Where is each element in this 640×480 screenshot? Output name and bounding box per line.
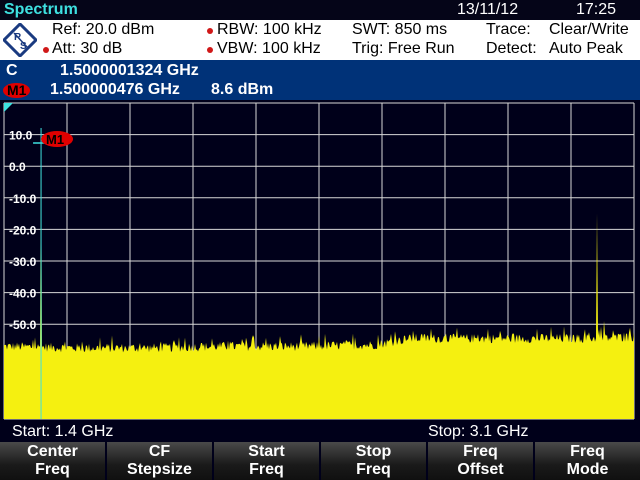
start-frequency[interactable]: Start: 1.4 GHz xyxy=(12,423,114,440)
softkey-freq-mode[interactable]: Freq Mode xyxy=(535,442,640,480)
softkey-line: Freq xyxy=(463,443,498,460)
marker-panel: C 1.5000001324 GHz M1 1.500000476 GHz 8.… xyxy=(0,60,640,100)
att-indicator-icon xyxy=(43,47,49,53)
softkey-line: Freq xyxy=(249,461,284,478)
softkey-line: Offset xyxy=(457,461,504,478)
marker-level: 8.6 dBm xyxy=(211,81,274,98)
y-tick-label: -10.0 xyxy=(9,192,37,206)
softkey-line: Center xyxy=(27,443,78,460)
softkey-bar: Center Freq CF Stepsize Start Freq Stop Freq… xyxy=(0,442,640,480)
stop-frequency[interactable]: Stop: 3.1 GHz xyxy=(428,423,529,440)
ref-level-indicator-icon xyxy=(4,103,13,112)
center-label: C xyxy=(6,62,18,79)
vbw-indicator-icon xyxy=(207,47,213,53)
spectrum-trace xyxy=(4,139,634,419)
y-tick-label: -40.0 xyxy=(9,287,37,301)
app-title: Spectrum xyxy=(4,1,78,18)
y-tick-label: -20.0 xyxy=(9,223,37,237)
svg-text:S: S xyxy=(20,41,27,52)
softkey-line: Freq xyxy=(35,461,70,478)
detect-label: Detect: xyxy=(486,40,537,57)
detector-mode[interactable]: Auto Peak xyxy=(549,40,623,57)
center-frequency[interactable]: 1.5000001324 GHz xyxy=(60,62,199,79)
ref-level[interactable]: Ref: 20.0 dBm xyxy=(52,21,155,38)
softkey-line: Stepsize xyxy=(127,461,192,478)
date: 13/11/12 xyxy=(457,1,519,18)
softkey-line: CF xyxy=(148,443,171,460)
marker-frequency: 1.500000476 GHz xyxy=(50,81,180,98)
softkey-freq-offset[interactable]: Freq Offset xyxy=(428,442,533,480)
softkey-line: Stop xyxy=(355,443,392,460)
marker-badge[interactable]: M1 xyxy=(3,83,31,98)
softkey-start-freq[interactable]: Start Freq xyxy=(214,442,319,480)
sweep-time[interactable]: SWT: 850 ms xyxy=(352,21,448,38)
rs-logo-icon: R S xyxy=(3,23,37,57)
softkey-center-freq[interactable]: Center Freq xyxy=(0,442,105,480)
title-bar: Spectrum 13/11/12 17:25 xyxy=(0,0,640,20)
trigger[interactable]: Trig: Free Run xyxy=(352,40,455,57)
vbw[interactable]: VBW: 100 kHz xyxy=(217,40,321,57)
y-tick-label: -30.0 xyxy=(9,255,37,269)
attenuation[interactable]: Att: 30 dB xyxy=(52,40,123,57)
rbw[interactable]: RBW: 100 kHz xyxy=(217,21,322,38)
softkey-stop-freq[interactable]: Stop Freq xyxy=(321,442,426,480)
marker-m1-label: M1 xyxy=(46,132,64,147)
y-tick-label: 0.0 xyxy=(9,160,26,174)
spectrum-plot[interactable]: 10.0 0.0 -10.0 -20.0 -30.0 -40.0 -50.0 M1 xyxy=(0,100,640,422)
softkey-line: Freq xyxy=(570,443,605,460)
softkey-line: Mode xyxy=(566,461,609,478)
softkey-cf-stepsize[interactable]: CF Stepsize xyxy=(107,442,212,480)
settings-panel: R S Ref: 20.0 dBm Att: 30 dB RBW: 100 kH… xyxy=(0,20,640,60)
time: 17:25 xyxy=(576,1,617,18)
softkey-line: Start xyxy=(248,443,285,460)
frequency-span-bar: Start: 1.4 GHz Stop: 3.1 GHz xyxy=(0,422,640,442)
y-tick-label: 10.0 xyxy=(9,129,33,143)
trace-label: Trace: xyxy=(486,21,531,38)
y-tick-label: -50.0 xyxy=(9,318,37,332)
trace-mode[interactable]: Clear/Write xyxy=(549,21,629,38)
rbw-indicator-icon xyxy=(207,28,213,34)
softkey-line: Freq xyxy=(356,461,391,478)
marker-m1-badge-icon xyxy=(41,131,74,148)
